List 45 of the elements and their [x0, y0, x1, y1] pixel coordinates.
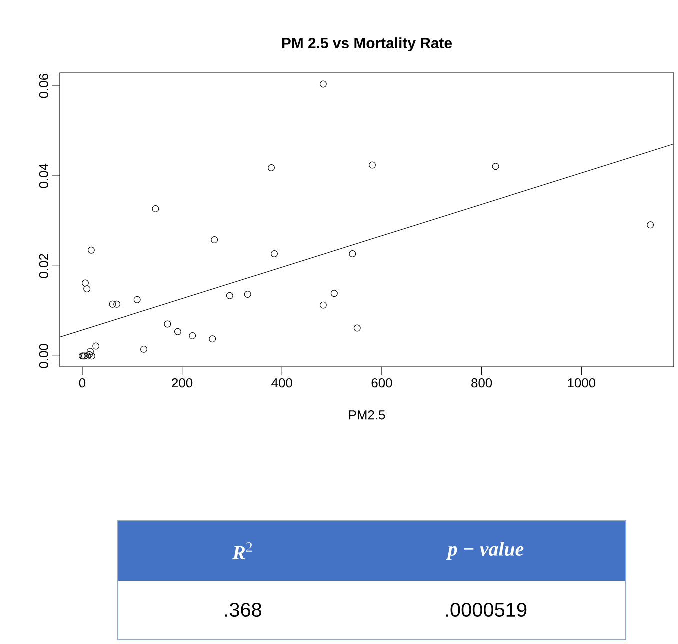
point	[320, 302, 327, 309]
point	[88, 352, 96, 360]
point	[152, 205, 160, 212]
point	[320, 80, 327, 88]
chart-title: PM 2.5 vs Mortality Rate	[282, 38, 452, 52]
point	[134, 296, 141, 304]
x-tick-label: 600	[372, 378, 392, 388]
point	[271, 250, 278, 258]
point	[88, 246, 95, 254]
x-tick-label: 0	[79, 378, 86, 388]
point	[244, 291, 252, 298]
y-tick-label: 0.02	[39, 254, 48, 278]
y-tick-label: 0.06	[39, 74, 48, 98]
x-tick-label: 200	[172, 378, 193, 388]
text: R$^{2}$	[232, 542, 252, 560]
y-tick-label: 0.04	[39, 164, 48, 188]
point	[330, 290, 338, 298]
point	[268, 164, 275, 172]
text: .368	[225, 602, 262, 618]
point	[164, 320, 172, 328]
point	[109, 300, 116, 308]
point	[349, 250, 356, 258]
point	[369, 162, 376, 169]
x-axis-title: PM2.5	[349, 410, 386, 420]
x-tick-label: 400	[272, 378, 292, 388]
point	[189, 332, 196, 340]
point	[226, 292, 234, 300]
point	[174, 328, 182, 336]
point	[84, 286, 91, 293]
point	[354, 324, 361, 332]
y-tick-label: 0.00	[39, 344, 48, 368]
point	[82, 280, 89, 287]
point	[647, 222, 654, 229]
point	[92, 342, 100, 350]
point	[140, 346, 148, 353]
point	[209, 336, 216, 343]
point	[84, 352, 91, 360]
point	[211, 236, 218, 244]
point	[86, 348, 94, 356]
x-tick-label: 1000	[568, 378, 596, 388]
point	[492, 163, 500, 170]
text: .0000519	[446, 602, 527, 618]
point	[114, 300, 121, 308]
text: p − value	[446, 542, 524, 560]
x-tick-label: 800	[472, 378, 492, 388]
